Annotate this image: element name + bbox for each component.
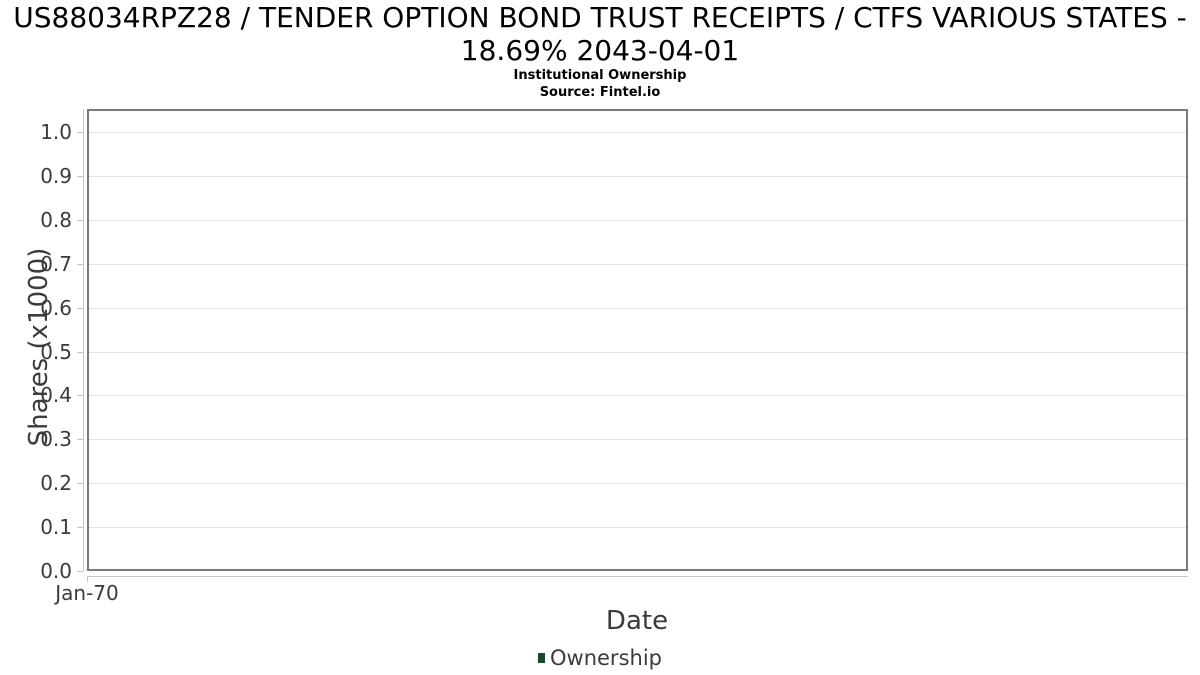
- gridline: [89, 483, 1186, 484]
- y-tick-label: 0.9: [40, 164, 72, 188]
- y-tick-label: 0.2: [40, 471, 72, 495]
- y-axis-tick: [77, 220, 83, 221]
- y-axis-tick: [77, 527, 83, 528]
- plot-area: [87, 109, 1188, 571]
- y-tick-label: 1.0: [40, 120, 72, 144]
- y-axis-tick: [77, 308, 83, 309]
- y-tick-label: 0.7: [40, 252, 72, 276]
- x-axis-line: [87, 576, 1188, 577]
- y-tick-label: 0.4: [40, 383, 72, 407]
- y-axis-tick: [77, 439, 83, 440]
- x-axis-tick: [87, 576, 88, 582]
- y-tick-label: 0.8: [40, 208, 72, 232]
- y-axis-tick: [77, 132, 83, 133]
- chart-subtitle: Institutional Ownership: [513, 68, 687, 83]
- legend-marker-ownership: [538, 653, 545, 663]
- y-tick-label: 0.3: [40, 427, 72, 451]
- gridline: [89, 395, 1186, 396]
- gridline: [89, 132, 1186, 133]
- y-axis-tick: [77, 264, 83, 265]
- chart-title: US88034RPZ28 / TENDER OPTION BOND TRUST …: [0, 1, 1200, 67]
- gridline: [89, 308, 1186, 309]
- legend: Ownership: [0, 645, 1200, 671]
- y-axis-tick: [77, 395, 83, 396]
- legend-label-ownership: Ownership: [550, 646, 662, 670]
- y-axis-tick: [77, 483, 83, 484]
- y-axis-line: [83, 109, 84, 571]
- gridline: [89, 439, 1186, 440]
- y-axis-title: Shares (x1000): [24, 247, 54, 447]
- chart-source: Source: Fintel.io: [539, 85, 661, 100]
- x-axis-title: Date: [605, 606, 669, 636]
- y-axis-tick: [77, 352, 83, 353]
- gridline: [89, 220, 1186, 221]
- chart-title-line2: 18.69% 2043-04-01: [460, 34, 740, 67]
- y-tick-label: 0.1: [40, 515, 72, 539]
- y-tick-label: 0.5: [40, 340, 72, 364]
- y-axis-tick: [77, 176, 83, 177]
- y-tick-label: 0.6: [40, 296, 72, 320]
- x-tick-label: Jan-70: [55, 581, 119, 605]
- y-tick-label: 0.0: [40, 559, 72, 583]
- gridline: [89, 176, 1186, 177]
- gridline: [89, 264, 1186, 265]
- gridline: [89, 527, 1186, 528]
- chart-title-line1: US88034RPZ28 / TENDER OPTION BOND TRUST …: [13, 1, 1187, 34]
- gridline: [89, 352, 1186, 353]
- y-axis-tick: [77, 571, 83, 572]
